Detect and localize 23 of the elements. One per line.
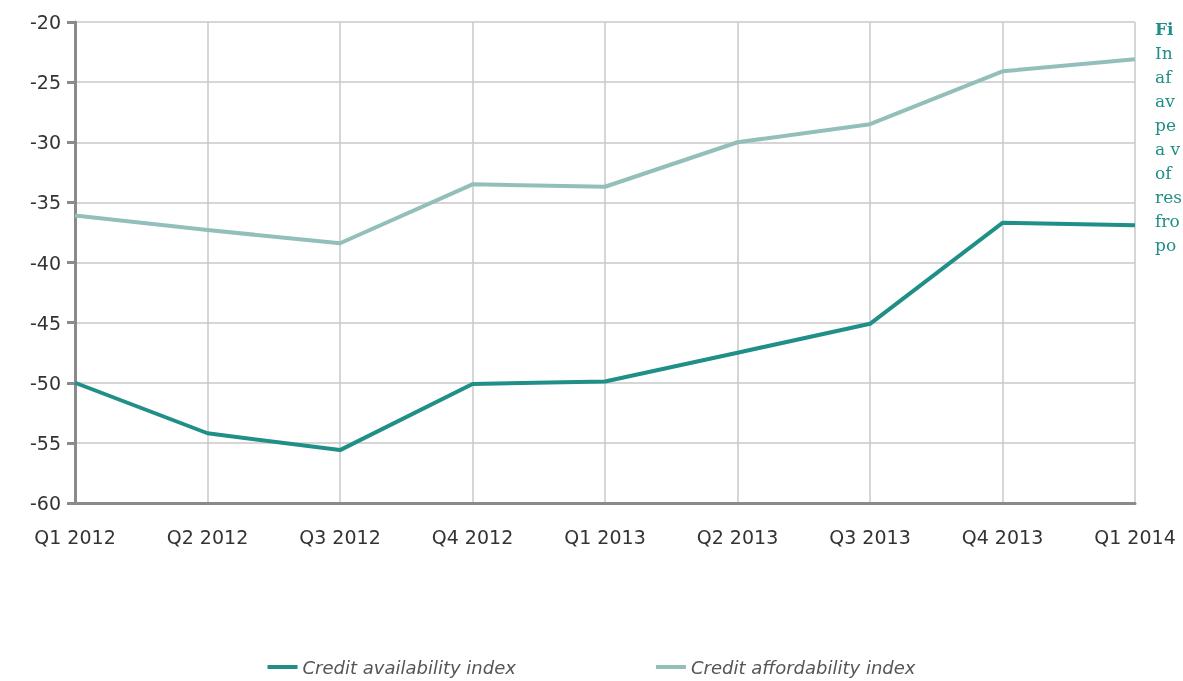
x-tick-label: Q1 2014 (1094, 525, 1176, 548)
line-series (73, 57, 1137, 246)
legend-label: Credit affordability index (690, 656, 916, 678)
line-series (73, 220, 1137, 453)
legend-label: Credit availability index (302, 656, 517, 678)
x-tick-label: Q2 2012 (166, 525, 249, 548)
x-tick-label: Q3 2013 (829, 525, 911, 548)
y-tick-label: -40 (29, 251, 61, 274)
x-tick-label: Q4 2013 (961, 525, 1044, 548)
y-tick-label: -50 (29, 371, 61, 394)
x-tick-label: Q2 2013 (696, 525, 779, 548)
y-tick-label: -60 (29, 492, 61, 514)
y-tick-label: -45 (29, 311, 61, 334)
x-tick-label: Q1 2012 (34, 525, 116, 548)
y-tick-label: -35 (29, 191, 61, 214)
y-tick-label: -20 (29, 11, 61, 33)
x-tick-label: Q4 2012 (431, 525, 514, 548)
x-tick-label: Q1 2013 (564, 525, 646, 548)
y-tick-label: -55 (29, 431, 61, 454)
x-tick-label: Q3 2012 (299, 525, 381, 548)
y-tick-label: -25 (29, 71, 61, 94)
y-tick-label: -30 (29, 131, 61, 154)
text: Fi In af av pe a v of res fro po (1155, 18, 1182, 255)
